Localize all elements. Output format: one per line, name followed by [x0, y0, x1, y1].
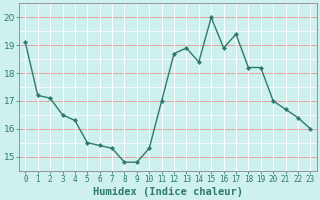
- X-axis label: Humidex (Indice chaleur): Humidex (Indice chaleur): [93, 186, 243, 197]
